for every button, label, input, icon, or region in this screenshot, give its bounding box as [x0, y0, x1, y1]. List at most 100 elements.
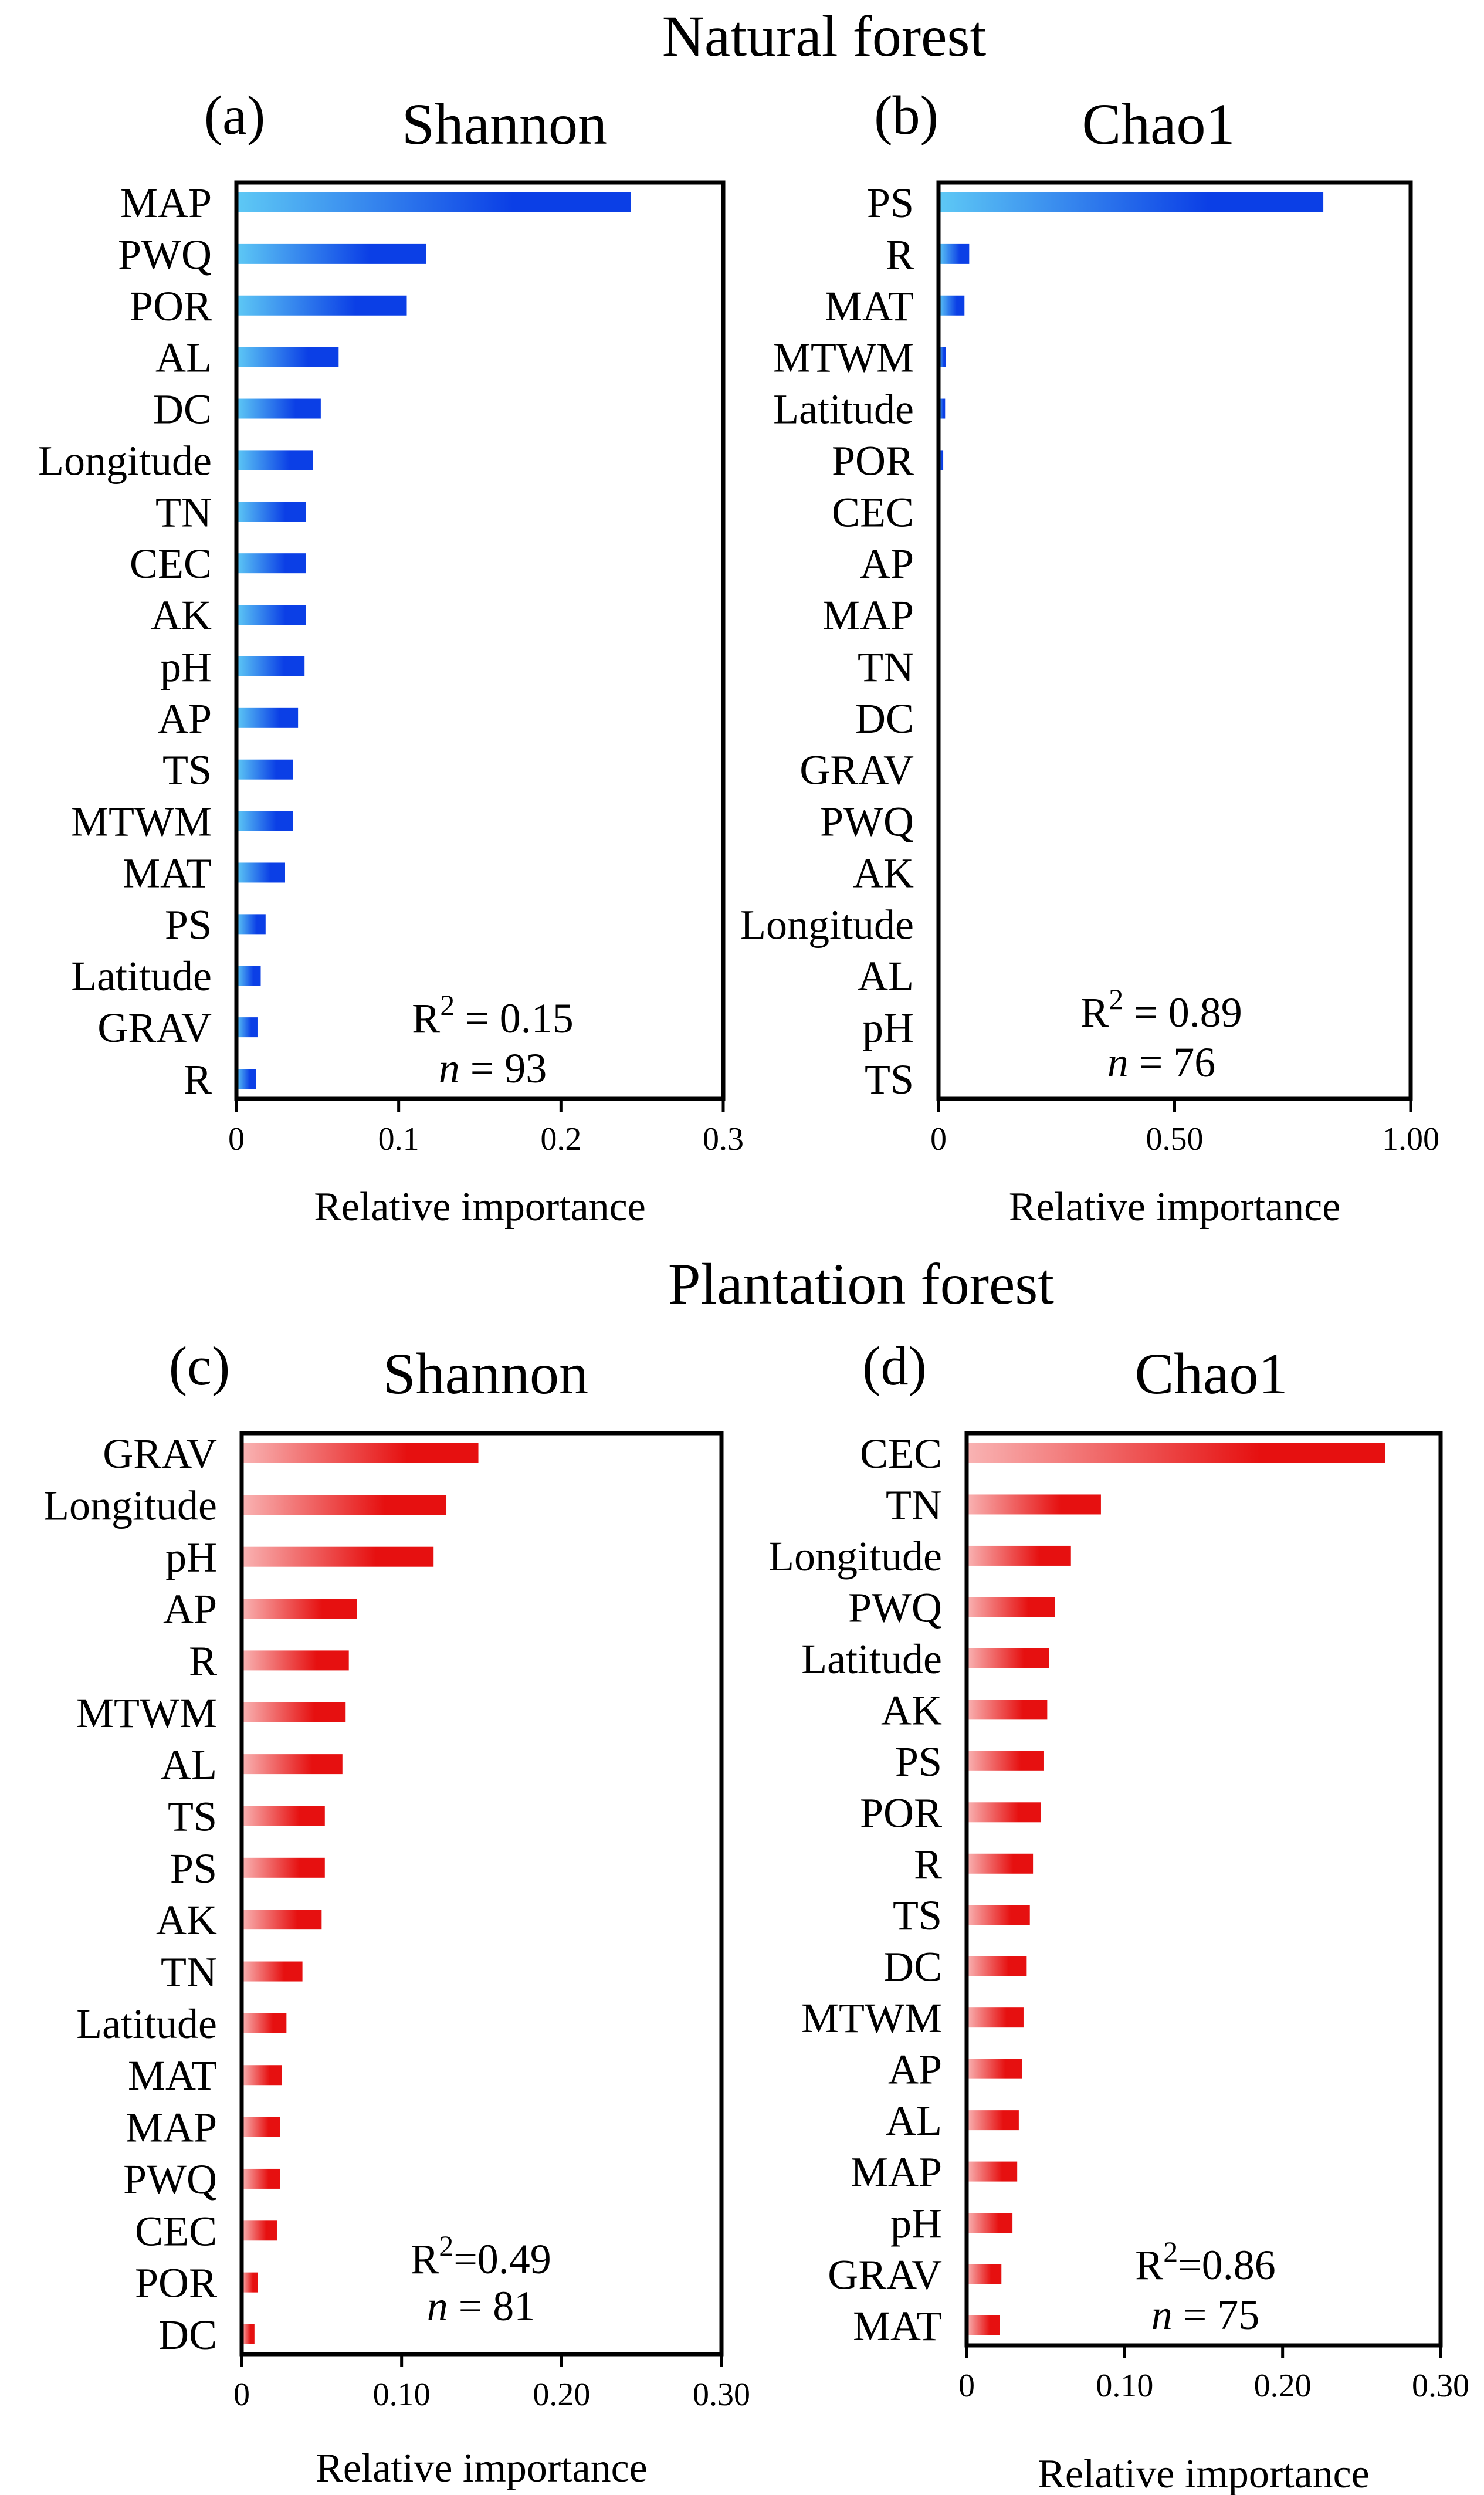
- bar-c-13: [242, 2117, 280, 2137]
- bar-a-0: [236, 192, 631, 212]
- sample-size-label-a: n = 93: [439, 1045, 547, 1092]
- bar-b-0: [938, 192, 1324, 212]
- category-label-b-0: PS: [867, 180, 914, 226]
- bar-a-12: [236, 811, 293, 831]
- bar-c-2: [242, 1546, 434, 1567]
- bar-c-1: [242, 1495, 447, 1515]
- category-label-a-16: GRAV: [97, 1004, 212, 1051]
- plot-frame-a: [234, 180, 726, 1101]
- tick-label-a-3: 0.3: [703, 1121, 744, 1157]
- r-squared-label-c: R2=0.49: [411, 2229, 551, 2283]
- r-squared-label-b: R2 = 0.89: [1080, 983, 1242, 1036]
- category-label-d-15: pH: [890, 2200, 942, 2247]
- panel-title-b: Chao1: [1082, 92, 1235, 157]
- bar-d-5: [967, 1700, 1048, 1720]
- x-axis-label-c: Relative importance: [316, 2446, 648, 2491]
- category-label-c-7: TS: [168, 1793, 217, 1840]
- category-label-a-13: MAT: [123, 849, 212, 896]
- category-label-b-4: Latitude: [773, 386, 914, 433]
- bar-b-5: [938, 450, 944, 470]
- bar-a-17: [236, 1069, 256, 1089]
- category-label-d-4: Latitude: [801, 1636, 942, 1682]
- bar-a-16: [236, 1017, 258, 1038]
- category-label-b-6: CEC: [832, 489, 914, 536]
- category-label-a-10: AP: [158, 695, 212, 742]
- category-label-b-10: DC: [855, 695, 914, 742]
- tick-label-c-2: 0.20: [533, 2376, 590, 2413]
- category-label-a-14: PS: [165, 901, 212, 948]
- panel-title-c: Shannon: [383, 1341, 588, 1406]
- category-label-b-14: Longitude: [740, 901, 914, 948]
- category-label-d-3: PWQ: [848, 1584, 942, 1631]
- category-label-c-0: GRAV: [103, 1430, 217, 1477]
- category-label-c-10: TN: [161, 1949, 217, 1996]
- category-label-c-14: PWQ: [123, 2156, 217, 2203]
- bar-b-2: [938, 295, 965, 316]
- category-label-d-14: MAP: [851, 2149, 942, 2196]
- bar-d-17: [967, 2315, 1000, 2335]
- category-label-a-4: DC: [153, 386, 212, 433]
- sample-size-label-c: n = 81: [427, 2283, 536, 2330]
- plot-frame-d: [964, 1431, 1443, 2348]
- tick-label-d-3: 0.30: [1412, 2368, 1469, 2404]
- bar-b-4: [938, 398, 946, 419]
- bar-a-3: [236, 347, 339, 367]
- panel-title-d: Chao1: [1134, 1341, 1288, 1406]
- x-axis-label-d: Relative importance: [1038, 2452, 1370, 2495]
- bar-a-1: [236, 243, 426, 264]
- category-label-a-8: AK: [151, 592, 212, 639]
- bar-d-11: [967, 2007, 1024, 2028]
- category-label-b-12: PWQ: [820, 798, 914, 845]
- category-label-a-3: AL: [155, 334, 212, 381]
- tick-label-b-1: 0.50: [1146, 1121, 1204, 1157]
- bar-c-16: [242, 2272, 258, 2293]
- category-label-a-5: Longitude: [38, 437, 212, 484]
- plot-frame-c: [239, 1431, 724, 2357]
- category-label-a-11: TS: [162, 747, 212, 794]
- category-label-b-9: TN: [858, 644, 914, 690]
- bar-d-15: [967, 2213, 1013, 2233]
- category-label-c-15: CEC: [135, 2208, 217, 2254]
- category-label-b-2: MAT: [825, 283, 914, 330]
- tick-label-d-0: 0: [958, 2368, 975, 2404]
- category-label-a-17: R: [184, 1056, 212, 1103]
- bar-c-10: [242, 1961, 303, 1982]
- category-label-a-7: CEC: [130, 540, 212, 587]
- tick-label-a-0: 0: [228, 1121, 245, 1157]
- category-label-d-0: CEC: [860, 1430, 942, 1477]
- bar-d-1: [967, 1494, 1101, 1515]
- bar-a-6: [236, 502, 306, 522]
- bar-a-10: [236, 707, 299, 728]
- tick-label-c-3: 0.30: [693, 2376, 750, 2413]
- category-label-b-15: AL: [858, 953, 914, 1000]
- bar-c-4: [242, 1650, 349, 1671]
- sample-size-label-d: n = 75: [1151, 2291, 1260, 2338]
- category-label-d-10: DC: [883, 1944, 942, 1990]
- category-label-a-9: pH: [160, 644, 212, 690]
- x-axis-label-b: Relative importance: [1009, 1184, 1341, 1230]
- category-label-d-5: AK: [881, 1687, 942, 1734]
- category-label-b-17: TS: [865, 1056, 914, 1103]
- category-label-c-2: pH: [165, 1534, 217, 1581]
- category-label-d-2: Longitude: [768, 1533, 942, 1580]
- category-label-d-7: POR: [860, 1789, 942, 1836]
- category-label-b-8: MAP: [822, 592, 914, 639]
- category-label-d-12: AP: [888, 2046, 942, 2093]
- tick-label-c-0: 0: [233, 2376, 250, 2413]
- category-label-a-0: MAP: [120, 180, 212, 226]
- bar-a-5: [236, 450, 313, 470]
- bar-c-5: [242, 1702, 346, 1722]
- category-label-c-13: MAP: [126, 2104, 217, 2151]
- plot-frame-b: [936, 180, 1413, 1101]
- category-label-b-1: R: [886, 231, 914, 278]
- category-label-d-9: TS: [893, 1892, 942, 1939]
- sample-size-label-b: n = 76: [1107, 1039, 1216, 1086]
- category-label-c-9: AK: [156, 1897, 217, 1944]
- tick-label-a-1: 0.1: [378, 1121, 419, 1157]
- bar-b-1: [938, 243, 970, 264]
- bar-c-8: [242, 1857, 325, 1878]
- r-squared-label-d: R2=0.86: [1135, 2235, 1276, 2289]
